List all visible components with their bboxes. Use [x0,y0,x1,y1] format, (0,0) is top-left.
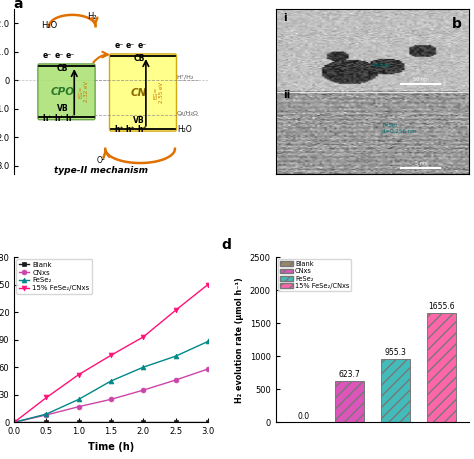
Text: VB: VB [133,116,145,124]
Blank [11,420,17,425]
CNxs [44,412,49,418]
Text: 623.7: 623.7 [338,370,360,380]
CNxs [205,366,211,372]
Text: e⁻: e⁻ [66,51,75,60]
X-axis label: Time (h): Time (h) [88,442,134,452]
Legend: Blank, CNxs, FeSe₂, 15% FeSe₂/CNxs: Blank, CNxs, FeSe₂, 15% FeSe₂/CNxs [16,259,92,294]
Text: H⁺/H₂: H⁺/H₂ [177,75,194,80]
CNxs [11,420,17,425]
CNxs [108,397,114,402]
FeSe₂ [173,353,178,359]
Text: e⁻: e⁻ [43,51,52,60]
Text: a: a [13,0,23,11]
Blank [108,420,114,425]
Text: b: b [452,17,462,32]
Blank [140,420,146,425]
Text: e⁻: e⁻ [137,41,146,50]
15% FeSe₂/CNxs [140,334,146,340]
Text: 5 nm: 5 nm [415,161,427,166]
Text: ii: ii [283,90,291,101]
Text: e⁻: e⁻ [126,41,135,50]
Text: 50 nm: 50 nm [413,77,428,82]
FeSe₂ [44,411,49,417]
Line: 15% FeSe₂/CNxs: 15% FeSe₂/CNxs [12,282,210,425]
Text: 955.3: 955.3 [384,348,406,358]
Text: h⁺: h⁺ [42,114,52,123]
FeSe₂ [11,420,17,425]
Text: h⁺: h⁺ [54,114,64,123]
FancyBboxPatch shape [109,54,176,131]
Text: FeSe₂: FeSe₂ [373,63,390,68]
Text: i: i [283,13,287,23]
Text: H₂: H₂ [87,12,97,21]
Text: VB: VB [57,104,68,113]
15% FeSe₂/CNxs [44,395,49,400]
FeSe₂ [205,339,211,344]
Blank [205,420,211,425]
CNxs [140,387,146,393]
Line: Blank: Blank [12,420,210,425]
Line: CNxs: CNxs [12,367,210,425]
Text: 0.0: 0.0 [297,412,310,420]
Y-axis label: H₂ evolution rate (μmol h⁻¹): H₂ evolution rate (μmol h⁻¹) [235,277,244,403]
Text: O₂/H₂O: O₂/H₂O [177,110,199,115]
Text: CB: CB [57,64,68,73]
CNxs [173,377,178,383]
Text: type-II mechanism: type-II mechanism [55,166,148,175]
15% FeSe₂/CNxs [173,308,178,313]
Line: FeSe₂: FeSe₂ [12,339,210,425]
Text: CN: CN [131,88,147,97]
Bar [427,313,456,422]
Text: EG=
2.32 eV: EG= 2.32 eV [79,81,89,102]
Text: CB: CB [133,54,145,63]
Text: d: d [221,238,231,252]
15% FeSe₂/CNxs [108,353,114,358]
Bar [381,359,410,422]
Bar [335,381,364,422]
CNxs [76,404,82,409]
Text: h⁺: h⁺ [114,125,124,134]
Blank [76,420,82,425]
FeSe₂ [140,364,146,370]
Text: EG=
2.55 eV: EG= 2.55 eV [153,82,164,103]
Blank [173,420,178,425]
15% FeSe₂/CNxs [11,420,17,425]
FeSe₂ [76,397,82,402]
Text: 1655.6: 1655.6 [428,302,455,311]
Text: e⁻: e⁻ [54,51,64,60]
Legend: Blank, CNxs, FeSe₂, 15% FeSe₂/CNxs: Blank, CNxs, FeSe₂, 15% FeSe₂/CNxs [278,259,351,291]
Text: CPO: CPO [51,87,75,97]
Text: O²: O² [97,156,106,165]
Text: FeSe₂
d=0.256 nm: FeSe₂ d=0.256 nm [382,123,417,134]
15% FeSe₂/CNxs [205,282,211,287]
Text: H₂O: H₂O [41,21,57,30]
Text: h⁺: h⁺ [65,114,75,123]
15% FeSe₂/CNxs [76,372,82,377]
FeSe₂ [108,378,114,384]
Text: e⁻: e⁻ [114,41,123,50]
FancyBboxPatch shape [38,64,95,120]
Blank [44,420,49,425]
Text: h⁺: h⁺ [137,125,147,134]
Text: H₂O: H₂O [177,125,192,134]
Text: h⁺: h⁺ [126,125,135,134]
